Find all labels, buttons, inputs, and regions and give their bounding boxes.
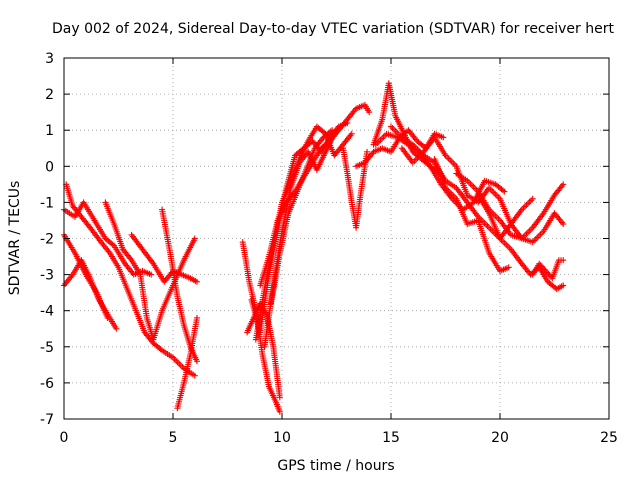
x-tick-labels: 0 5 10 15 20 25 xyxy=(60,430,618,446)
series-arc-23 xyxy=(453,170,567,246)
y-tick-label: -6 xyxy=(40,376,54,392)
x-tick-label: 0 xyxy=(60,430,69,446)
y-tick-label: 2 xyxy=(45,87,54,103)
series-arc-01 xyxy=(61,257,120,332)
y-tick-label: -7 xyxy=(40,412,54,428)
series-arc-25 xyxy=(529,257,567,282)
axis-ticks xyxy=(63,57,610,420)
data-points xyxy=(61,80,567,415)
series-arc-05 xyxy=(102,199,198,343)
series-arc-22 xyxy=(431,156,512,274)
x-axis-label: GPS time / hours xyxy=(277,458,394,474)
y-axis-label: SDTVAR / TECUs xyxy=(7,181,23,296)
series-arc-21 xyxy=(398,134,567,242)
y-tick-label: 3 xyxy=(45,51,54,67)
series-arc-08 xyxy=(174,314,200,412)
series-arc-15 xyxy=(268,127,336,307)
y-tick-label: -3 xyxy=(40,268,54,284)
y-tick-label: -2 xyxy=(40,232,54,248)
series-arc-16 xyxy=(340,145,371,231)
series-arc-04 xyxy=(63,181,198,379)
series-arc-06 xyxy=(128,231,200,285)
series-arc-02 xyxy=(61,231,111,321)
x-tick-label: 5 xyxy=(169,430,178,446)
series-arc-07 xyxy=(159,206,200,365)
y-tick-label: 1 xyxy=(45,123,54,139)
chart-title: Day 002 of 2024, Sidereal Day-to-day VTE… xyxy=(52,21,614,37)
y-tick-label: -4 xyxy=(40,304,54,320)
x-tick-label: 10 xyxy=(273,430,291,446)
y-tick-label: 0 xyxy=(45,159,54,175)
x-tick-label: 20 xyxy=(491,430,509,446)
y-tick-labels: -7 -6 -5 -4 -3 -2 -1 0 1 2 3 xyxy=(40,51,54,428)
y-tick-label: -1 xyxy=(40,195,54,211)
x-tick-label: 15 xyxy=(382,430,400,446)
x-tick-label: 25 xyxy=(600,430,618,446)
y-tick-label: -5 xyxy=(40,340,54,356)
